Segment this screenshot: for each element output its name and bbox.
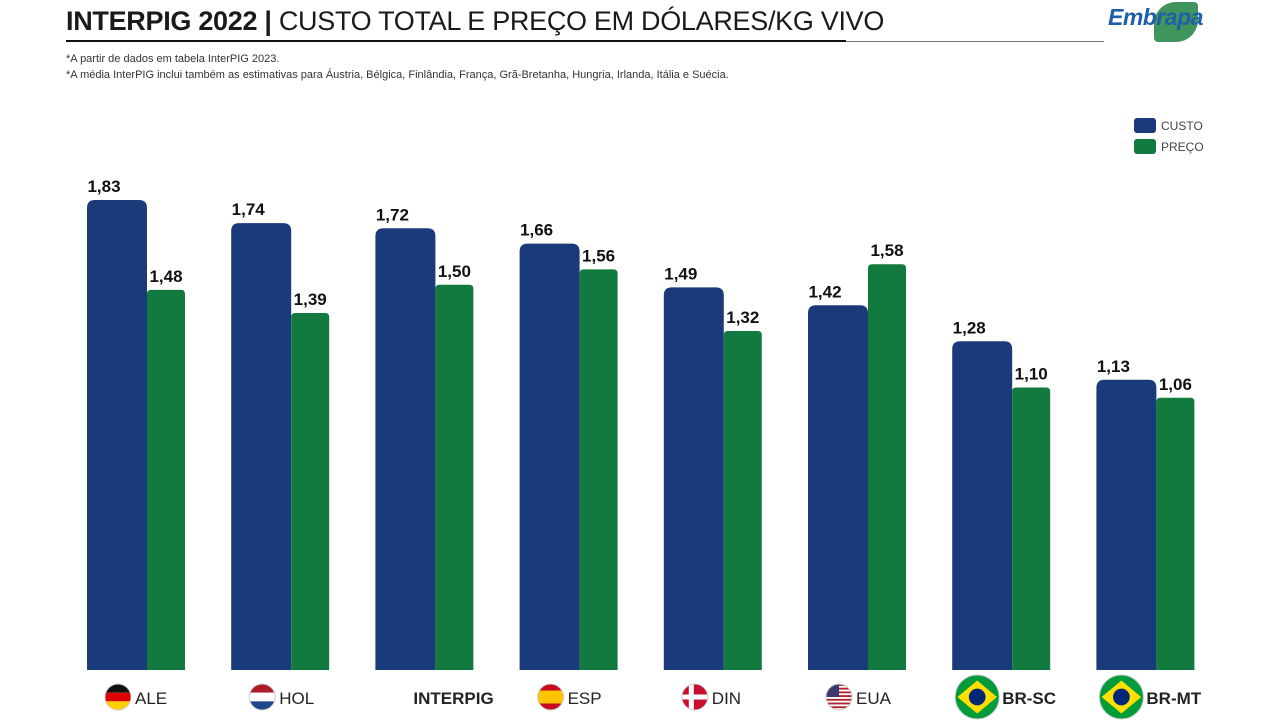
germany-flag-icon [104,683,132,711]
bar-custo-ale [87,200,147,670]
title-underline-thin [846,41,1104,42]
category-label-din: DIN [712,689,741,708]
legend-swatch-custo [1134,118,1156,133]
netherlands-flag-icon [248,683,276,711]
category-label-br-mt: BR-MT [1146,689,1201,708]
category-label-eua: EUA [856,689,892,708]
bar-preo-br-mt [1156,397,1195,670]
data-label-custo-ale: 1,83 [87,177,120,196]
bar-preo-din [723,330,762,670]
legend-label-custo: CUSTO [1161,119,1203,133]
bar-preo-ale [147,289,185,670]
category-label-hol: HOL [279,689,314,708]
data-label-preo-hol: 1,39 [294,290,327,309]
chart-title-rest: CUSTO TOTAL E PREÇO EM DÓLARES/KG VIVO [278,6,885,36]
data-label-custo-esp: 1,66 [520,221,553,240]
data-label-custo-interpig: 1,72 [376,205,409,224]
data-label-preo-esp: 1,56 [582,246,615,265]
chart-title: INTERPIG 2022 | CUSTO TOTAL E PREÇO EM D… [66,4,884,38]
brazil-flag-icon [1098,674,1144,720]
footnote-2: *A média InterPIG inclui também as estim… [66,69,729,81]
bar-preo-interpig [435,284,474,670]
data-label-preo-eua: 1,58 [870,241,903,260]
data-label-preo-br-mt: 1,06 [1159,375,1192,394]
bar-custo-din [663,287,724,670]
data-label-custo-hol: 1,74 [232,200,266,219]
embrapa-logo: Embrapa [1108,2,1218,42]
logo-text: Embrapa [1108,4,1203,30]
legend-label-preco: PREÇO [1161,140,1204,154]
bar-preo-eua [868,264,906,670]
bar-custo-hol [231,223,292,671]
category-label-esp: ESP [568,689,602,708]
bar-custo-interpig [375,228,436,670]
bar-preo-br-sc [1012,387,1051,670]
category-label-br-sc: BR-SC [1002,689,1056,708]
data-label-custo-br-mt: 1,13 [1097,357,1130,376]
title-underline [66,40,846,42]
legend-swatch-preco [1134,139,1156,154]
logo-leaf-icon [1154,2,1198,42]
bar-custo-esp [519,243,580,671]
spain-flag-icon [537,683,565,711]
bar-custo-br-mt [1096,379,1157,670]
footnote-1: *A partir de dados em tabela InterPIG 20… [66,53,280,65]
category-label-interpig: INTERPIG [413,689,493,708]
data-label-preo-br-sc: 1,10 [1015,364,1048,383]
bar-preo-esp [579,269,618,670]
data-label-custo-br-sc: 1,28 [953,318,986,337]
data-label-custo-din: 1,49 [664,264,697,283]
bar-custo-br-sc [952,341,1013,670]
brazil-flag-icon [954,674,1000,720]
bar-preo-hol [291,313,330,670]
data-label-preo-interpig: 1,50 [438,262,471,281]
data-label-preo-din: 1,32 [726,308,759,327]
chart-title-bold: INTERPIG 2022 | [66,6,272,36]
bar-custo-eua [808,305,868,670]
category-label-ale: ALE [135,689,167,708]
denmark-flag-icon [681,683,709,711]
data-label-preo-ale: 1,48 [149,267,182,286]
usa-flag-icon [825,683,853,711]
data-label-custo-eua: 1,42 [808,282,841,301]
